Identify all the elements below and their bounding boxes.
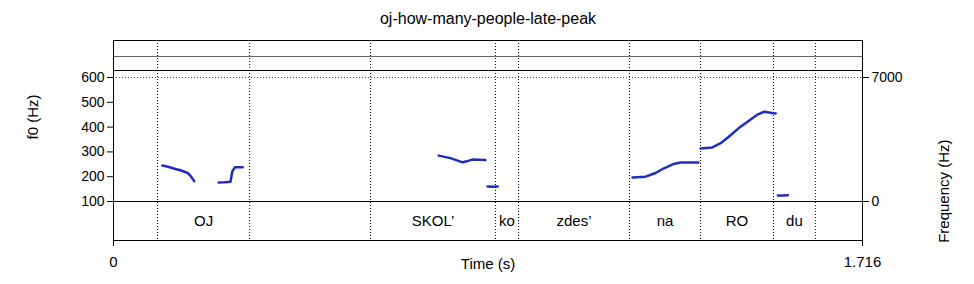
svg-text:Time (s): Time (s) — [461, 255, 515, 272]
svg-text:SKOL’: SKOL’ — [412, 212, 455, 229]
svg-text:zdes’: zdes’ — [556, 212, 591, 229]
svg-text:7000: 7000 — [872, 69, 903, 85]
svg-text:500: 500 — [81, 94, 105, 110]
svg-text:OJ: OJ — [194, 212, 213, 229]
svg-text:du: du — [786, 212, 803, 229]
svg-text:300: 300 — [81, 143, 105, 159]
svg-text:200: 200 — [81, 168, 105, 184]
svg-text:0: 0 — [872, 193, 880, 209]
svg-text:na: na — [657, 212, 674, 229]
svg-text:400: 400 — [81, 119, 105, 135]
svg-text:oj-how-many-people-late-peak: oj-how-many-people-late-peak — [380, 10, 597, 27]
svg-text:600: 600 — [81, 69, 105, 85]
svg-text:0: 0 — [109, 253, 117, 270]
svg-text:ko: ko — [499, 212, 515, 229]
svg-text:RO: RO — [726, 212, 749, 229]
svg-text:100: 100 — [81, 193, 105, 209]
svg-text:f0 (Hz): f0 (Hz) — [24, 94, 41, 139]
svg-text:1.716: 1.716 — [844, 253, 882, 270]
svg-text:Frequency (Hz): Frequency (Hz) — [935, 139, 952, 242]
